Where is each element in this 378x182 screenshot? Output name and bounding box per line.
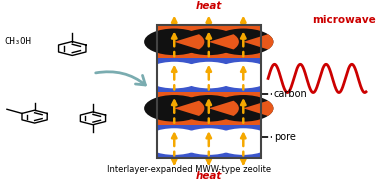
- Circle shape: [213, 62, 273, 88]
- FancyArrowPatch shape: [96, 72, 146, 85]
- Bar: [157, 92, 260, 125]
- Wedge shape: [243, 34, 273, 50]
- Text: heat: heat: [195, 171, 222, 181]
- Wedge shape: [243, 101, 273, 116]
- Bar: [157, 58, 260, 92]
- Circle shape: [213, 128, 273, 155]
- Circle shape: [179, 62, 239, 88]
- Text: heat: heat: [195, 1, 222, 11]
- Circle shape: [179, 128, 239, 155]
- Circle shape: [144, 62, 204, 88]
- Bar: [157, 25, 260, 158]
- Circle shape: [213, 95, 273, 122]
- Text: Interlayer-expanded MWW-type zeolite: Interlayer-expanded MWW-type zeolite: [107, 165, 271, 174]
- Circle shape: [179, 95, 239, 122]
- Bar: [157, 125, 260, 158]
- Circle shape: [213, 29, 273, 55]
- Circle shape: [179, 29, 239, 55]
- Wedge shape: [209, 101, 239, 116]
- Bar: [157, 25, 260, 58]
- Text: CH₃OH: CH₃OH: [5, 37, 31, 46]
- Wedge shape: [174, 101, 204, 116]
- Text: microwave: microwave: [312, 15, 375, 25]
- Wedge shape: [174, 34, 204, 50]
- Circle shape: [144, 95, 204, 122]
- Circle shape: [144, 128, 204, 155]
- Text: carbon: carbon: [274, 89, 307, 99]
- Text: pore: pore: [274, 132, 296, 142]
- Circle shape: [144, 29, 204, 55]
- Wedge shape: [209, 34, 239, 50]
